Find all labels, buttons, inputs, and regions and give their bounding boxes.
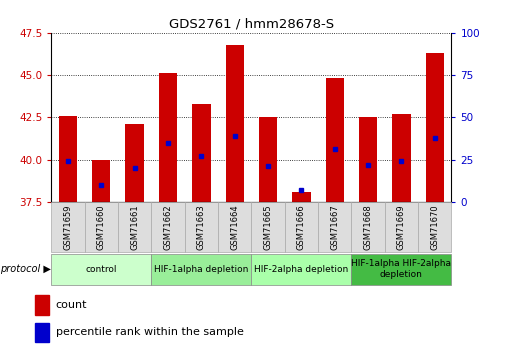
Bar <box>326 78 344 202</box>
Bar <box>126 124 144 202</box>
Text: HIF-2alpha depletion: HIF-2alpha depletion <box>254 265 348 274</box>
FancyBboxPatch shape <box>285 202 318 252</box>
Text: HIF-1alpha HIF-2alpha
depletion: HIF-1alpha HIF-2alpha depletion <box>351 259 451 279</box>
Text: count: count <box>55 300 87 310</box>
FancyBboxPatch shape <box>351 254 451 285</box>
FancyBboxPatch shape <box>51 202 85 252</box>
Bar <box>192 104 210 202</box>
Bar <box>159 73 177 202</box>
Text: GSM71660: GSM71660 <box>97 204 106 250</box>
FancyBboxPatch shape <box>418 202 451 252</box>
Text: GSM71670: GSM71670 <box>430 204 439 250</box>
Bar <box>292 192 310 202</box>
Text: HIF-1alpha depletion: HIF-1alpha depletion <box>154 265 248 274</box>
Text: control: control <box>86 265 117 274</box>
Text: GSM71664: GSM71664 <box>230 204 239 250</box>
Bar <box>426 53 444 202</box>
Bar <box>259 117 277 202</box>
Bar <box>59 116 77 202</box>
Text: GSM71665: GSM71665 <box>264 204 272 250</box>
Bar <box>392 114 410 202</box>
FancyBboxPatch shape <box>185 202 218 252</box>
FancyBboxPatch shape <box>251 202 285 252</box>
FancyBboxPatch shape <box>151 202 185 252</box>
FancyBboxPatch shape <box>385 202 418 252</box>
Text: percentile rank within the sample: percentile rank within the sample <box>55 327 244 337</box>
FancyBboxPatch shape <box>118 202 151 252</box>
Text: GSM71667: GSM71667 <box>330 204 339 250</box>
Text: GSM71663: GSM71663 <box>197 204 206 250</box>
Text: GSM71668: GSM71668 <box>364 204 372 250</box>
Text: GSM71669: GSM71669 <box>397 204 406 250</box>
FancyBboxPatch shape <box>151 254 251 285</box>
FancyBboxPatch shape <box>51 254 151 285</box>
Text: protocol ▶: protocol ▶ <box>0 264 51 274</box>
FancyBboxPatch shape <box>85 202 118 252</box>
Text: GSM71661: GSM71661 <box>130 204 139 250</box>
Text: GSM71659: GSM71659 <box>64 204 72 250</box>
FancyBboxPatch shape <box>318 202 351 252</box>
FancyBboxPatch shape <box>351 202 385 252</box>
Bar <box>92 159 110 202</box>
FancyBboxPatch shape <box>218 202 251 252</box>
Text: GSM71662: GSM71662 <box>164 204 172 250</box>
Bar <box>359 117 377 202</box>
Bar <box>35 295 49 315</box>
FancyBboxPatch shape <box>251 254 351 285</box>
Title: GDS2761 / hmm28678-S: GDS2761 / hmm28678-S <box>169 17 334 30</box>
Bar <box>226 45 244 202</box>
Bar <box>35 323 49 342</box>
Text: GSM71666: GSM71666 <box>297 204 306 250</box>
